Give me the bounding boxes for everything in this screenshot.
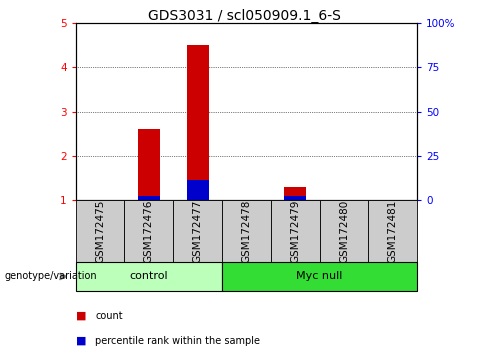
Text: GDS3031 / scl050909.1_6-S: GDS3031 / scl050909.1_6-S — [147, 9, 341, 23]
Bar — [187, 180, 209, 200]
Bar — [285, 187, 306, 200]
Bar — [76, 262, 222, 291]
Bar — [138, 196, 160, 200]
Bar — [271, 200, 320, 262]
Text: GSM172476: GSM172476 — [144, 199, 154, 263]
Bar — [173, 200, 222, 262]
Text: ■: ■ — [76, 336, 86, 346]
Text: ■: ■ — [76, 311, 86, 321]
Bar — [222, 200, 271, 262]
Text: GSM172477: GSM172477 — [193, 199, 203, 263]
Text: GSM172481: GSM172481 — [388, 199, 398, 263]
Text: GSM172480: GSM172480 — [339, 199, 349, 263]
Text: genotype/variation: genotype/variation — [5, 272, 98, 281]
Text: Myc null: Myc null — [296, 272, 343, 281]
Text: count: count — [95, 311, 123, 321]
Bar — [285, 196, 306, 200]
Bar — [222, 262, 417, 291]
Text: GSM172479: GSM172479 — [290, 199, 300, 263]
Bar — [368, 200, 417, 262]
Bar — [138, 129, 160, 200]
Bar — [76, 200, 124, 262]
Text: control: control — [129, 272, 168, 281]
Text: GSM172475: GSM172475 — [95, 199, 105, 263]
Bar — [124, 200, 173, 262]
Bar — [187, 45, 209, 200]
Text: GSM172478: GSM172478 — [242, 199, 251, 263]
Bar — [320, 200, 368, 262]
Text: percentile rank within the sample: percentile rank within the sample — [95, 336, 260, 346]
